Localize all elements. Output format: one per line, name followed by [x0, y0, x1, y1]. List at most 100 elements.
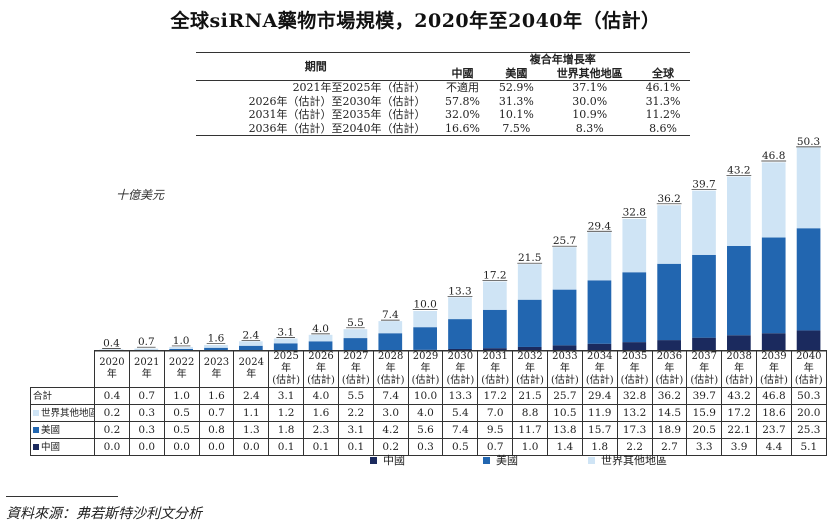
legend-label: 中國 — [383, 454, 405, 467]
table-cell: 4.0 — [303, 387, 339, 405]
table-cell: 17.2 — [721, 404, 758, 422]
bar-total-label: 29.4 — [588, 220, 612, 232]
table-cell: 13.8 — [546, 421, 583, 439]
legend-swatch — [370, 456, 377, 464]
table-cell: 5.4 — [442, 404, 479, 422]
category-label-line: 2035年 — [621, 351, 648, 375]
bar-segment — [308, 341, 333, 351]
table-cell: 4.4 — [756, 438, 792, 456]
bar-segment — [448, 348, 472, 351]
source-divider — [6, 496, 118, 497]
table-cell: 5.6 — [407, 421, 444, 439]
category-label-line: (估計) — [341, 375, 370, 386]
category-label: 2033年 (估計) — [546, 350, 583, 388]
bar-segment — [692, 254, 716, 338]
table-cell: 1.3 — [233, 421, 270, 439]
row-label-text: 中國 — [41, 441, 61, 453]
bar-segment — [517, 264, 542, 300]
table-cell: 4.0 — [407, 404, 444, 422]
table-cell: 0.7 — [128, 387, 165, 405]
category-label-line: 2023年 — [203, 357, 230, 380]
table-cell: 0.3 — [128, 404, 165, 422]
table-cell: 39.7 — [686, 387, 723, 405]
cagr-value: 32.0% — [445, 108, 480, 121]
bar-segment — [657, 340, 681, 351]
table-cell: 0.1 — [303, 438, 339, 456]
table-cell: 17.3 — [616, 421, 653, 439]
cagr-value: 11.2% — [645, 108, 681, 121]
table-cell: 0.2 — [372, 438, 409, 456]
table-cell: 5.5 — [337, 387, 374, 405]
bar-total-label: 17.2 — [483, 270, 506, 282]
bar-segment — [517, 346, 542, 351]
table-cell: 0.2 — [94, 421, 130, 439]
cagr-period: 2026年（估計）至2030年（估計） — [248, 94, 426, 108]
table-cell: 0.0 — [128, 438, 165, 456]
bar-total-label: 50.3 — [797, 136, 820, 148]
table-cell: 11.7 — [512, 421, 548, 439]
bar-total-label: 4.0 — [312, 323, 329, 335]
bar-total-label: 3.1 — [277, 326, 294, 338]
bar-total-label: 0.4 — [103, 337, 120, 349]
cagr-table: 期間 複合年增長率 中國 美國 世界其他地區 全球 2021年至2025年（估計… — [196, 52, 690, 136]
category-label: 2027年 (估計) — [337, 350, 374, 388]
table-row-label: 世界其他地區 — [30, 404, 95, 422]
cagr-value: 31.3% — [645, 94, 681, 108]
cagr-value: 16.6% — [435, 121, 490, 136]
bar-segment — [727, 335, 751, 351]
table-cell: 3.1 — [337, 421, 374, 439]
bar-total-label: 39.7 — [692, 179, 715, 191]
bar-segment — [239, 345, 263, 351]
bar-segment — [761, 162, 786, 238]
bar-segment — [448, 319, 472, 349]
bar-total-label: 13.3 — [448, 285, 471, 297]
legend-swatch — [483, 456, 490, 464]
cagr-value: 10.1% — [498, 108, 534, 121]
category-label: 2040年 (估計) — [790, 350, 827, 388]
bar-segment — [692, 337, 716, 351]
table-cell: 25.7 — [546, 387, 583, 405]
category-label: 2030年 (估計) — [442, 350, 479, 388]
table-cell: 1.0 — [512, 438, 548, 456]
bar-segment — [204, 347, 228, 351]
table-cell: 3.0 — [372, 404, 409, 422]
category-label: 2026年 (估計) — [303, 350, 339, 388]
bar-segment — [552, 247, 577, 290]
bar-segment — [552, 289, 577, 346]
table-cell: 2.7 — [651, 438, 688, 456]
bar-total-label: 7.4 — [382, 309, 399, 321]
category-label: 2032年 (估計) — [512, 350, 548, 388]
table-cell: 7.4 — [372, 387, 409, 405]
bar-total-label: 46.8 — [762, 150, 785, 162]
bar-segment — [517, 299, 542, 347]
category-label-line: (估計) — [550, 375, 579, 386]
table-cell: 0.5 — [442, 438, 479, 456]
table-row-label: 合計 — [30, 387, 95, 405]
table-cell: 0.5 — [163, 421, 200, 439]
bar-segment — [657, 263, 681, 341]
category-label-line: 2032年 — [517, 351, 543, 375]
category-label: 2034年 (估計) — [581, 350, 618, 388]
table-cell: 2.2 — [616, 438, 653, 456]
table-cell: 21.5 — [512, 387, 548, 405]
bar-segment — [796, 147, 821, 229]
bar-segment — [413, 327, 437, 350]
category-label: 2038年 (估計) — [721, 350, 758, 388]
bar-segment — [448, 297, 472, 320]
category-label-line: 2038年 — [726, 351, 752, 375]
table-cell: 0.4 — [94, 387, 130, 405]
table-cell: 14.5 — [651, 404, 688, 422]
bar-total-label: 10.0 — [413, 299, 436, 311]
table-cell: 11.9 — [581, 404, 618, 422]
category-label: 2036年 (估計) — [651, 350, 688, 388]
table-cell: 0.3 — [407, 438, 444, 456]
stacked-bar-chart: 0.4 0.7 1.0 1.6 2.4 3.1 4.0 5.5 7.4 10.0 13.3 17.2 2… — [94, 136, 826, 352]
bar-segment — [796, 228, 821, 331]
bar-segment — [308, 334, 333, 342]
table-cell: 25.3 — [790, 421, 827, 439]
table-row: 中國 0.0 0.0 0.0 0.0 0.0 0.1 0.1 0.1 0.2 0.3 0.5 0.7 1.… — [30, 438, 827, 456]
cagr-col-header: 全球 — [636, 66, 690, 81]
category-label-line: (估計) — [620, 375, 649, 386]
table-cell: 8.8 — [512, 404, 548, 422]
bar-segment — [169, 348, 193, 351]
